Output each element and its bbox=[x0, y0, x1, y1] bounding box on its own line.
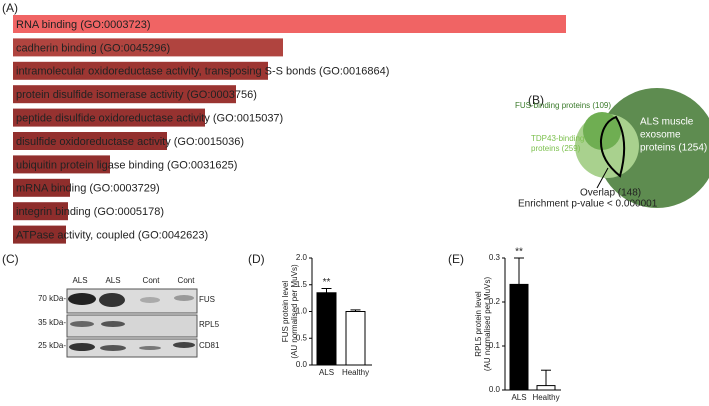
panel-label: (C) bbox=[2, 252, 19, 266]
bar bbox=[509, 283, 529, 391]
protein-label: RPL5 bbox=[199, 320, 220, 329]
venn-label: ALS muscle bbox=[640, 117, 694, 128]
y-axis-title: FUS protein level bbox=[281, 281, 290, 343]
y-tick-label: 0.2 bbox=[489, 297, 501, 306]
venn-overlap bbox=[599, 115, 626, 178]
category-label: integrin binding (GO:0005178) bbox=[16, 206, 164, 218]
band bbox=[100, 345, 126, 351]
bar bbox=[13, 61, 268, 80]
x-tick-label: Healthy bbox=[532, 393, 559, 402]
bar bbox=[13, 178, 70, 197]
y-axis-title: RPL5 protein level bbox=[474, 291, 483, 357]
lane-label: ALS bbox=[105, 276, 120, 285]
panel-label: (A) bbox=[2, 1, 18, 15]
band bbox=[140, 297, 160, 303]
venn-als bbox=[597, 88, 709, 208]
category-label: ubiquitin protein ligase binding (GO:003… bbox=[16, 159, 237, 171]
x-tick-label: ALS bbox=[511, 393, 526, 402]
venn-label: proteins (1254) bbox=[640, 143, 707, 154]
venn-label: proteins (259) bbox=[531, 144, 581, 153]
bar bbox=[13, 132, 167, 150]
bar bbox=[13, 155, 110, 174]
band bbox=[101, 321, 125, 327]
category-label: mRNA binding (GO:0003729) bbox=[16, 183, 160, 195]
bar bbox=[13, 225, 66, 244]
blot-strip bbox=[66, 314, 198, 338]
category-label: protein disulfide isomerase activity (GO… bbox=[16, 89, 257, 101]
annotation: ** bbox=[323, 277, 331, 288]
bar bbox=[345, 311, 366, 366]
category-label: ATPase activity, coupled (GO:0042623) bbox=[16, 230, 208, 242]
y-tick-label: 0.3 bbox=[489, 253, 501, 262]
category-label: peptide disulfide oxidoreductase activit… bbox=[16, 113, 283, 125]
y-tick-label: 1.5 bbox=[296, 280, 308, 289]
y-tick-label: 0.5 bbox=[296, 333, 308, 342]
size-label: 70 kDa- bbox=[38, 294, 66, 303]
x-tick-label: ALS bbox=[319, 368, 334, 377]
bar bbox=[536, 385, 556, 391]
bar bbox=[13, 202, 68, 221]
y-axis-title: (AU normalised per MuVs) bbox=[483, 277, 492, 372]
venn-label: Enrichment p-value < 0.000001 bbox=[518, 199, 658, 210]
venn-label: Overlap (148) bbox=[580, 188, 641, 199]
size-label: 35 kDa- bbox=[38, 318, 66, 327]
category-label: RNA binding (GO:0003723) bbox=[16, 19, 151, 31]
venn-label: FUS-binding proteins (109) bbox=[515, 101, 611, 110]
blot-strip bbox=[66, 338, 198, 358]
x-tick-label: Healthy bbox=[342, 368, 369, 377]
y-tick-label: 0.0 bbox=[489, 385, 501, 394]
panel-label: (D) bbox=[248, 252, 265, 266]
bar bbox=[316, 292, 337, 366]
bar bbox=[13, 15, 566, 33]
venn-label: TDP43-binding bbox=[531, 134, 584, 143]
band bbox=[139, 346, 161, 350]
protein-label: CD81 bbox=[199, 341, 220, 350]
overlap-pointer bbox=[596, 167, 609, 189]
y-tick-label: 2.0 bbox=[296, 253, 308, 262]
protein-label: FUS bbox=[199, 295, 215, 304]
y-axis-title: (AU normalised per MuVs) bbox=[290, 264, 299, 359]
y-tick-label: 1.0 bbox=[296, 307, 308, 316]
band bbox=[173, 342, 195, 348]
venn-label: exosome bbox=[640, 130, 681, 141]
bar bbox=[13, 108, 205, 127]
panel-label: (B) bbox=[528, 93, 544, 107]
category-label: cadherin binding (GO:0045296) bbox=[16, 42, 170, 54]
annotation: ** bbox=[515, 247, 523, 258]
panel-label: (E) bbox=[448, 252, 464, 266]
y-tick-label: 0.0 bbox=[296, 360, 308, 369]
bar bbox=[13, 85, 236, 104]
y-tick-label: 0.1 bbox=[489, 341, 501, 350]
lane-label: Cont bbox=[178, 276, 196, 285]
lane-label: Cont bbox=[143, 276, 161, 285]
bar bbox=[13, 38, 283, 57]
band bbox=[69, 343, 95, 351]
band bbox=[174, 295, 194, 301]
category-label: disulfide oxidoreductase activity (GO:00… bbox=[16, 136, 244, 148]
category-label: intramolecular oxidoreductase activity, … bbox=[16, 66, 389, 78]
band bbox=[68, 293, 96, 305]
band bbox=[70, 321, 94, 327]
lane-label: ALS bbox=[72, 276, 87, 285]
band bbox=[99, 293, 125, 307]
size-label: 25 kDa- bbox=[38, 341, 66, 350]
